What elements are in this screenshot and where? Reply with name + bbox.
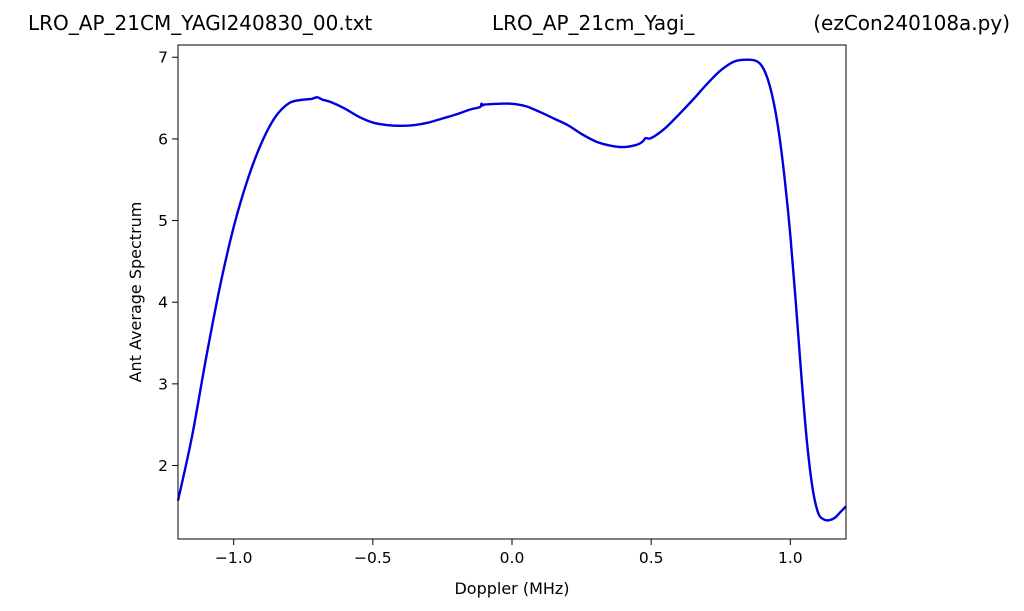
y-tick-label: 7 — [158, 49, 168, 67]
y-tick-label: 5 — [158, 212, 168, 230]
x-axis-ticks: −1.0 −0.5 0.0 0.5 1.0 — [215, 539, 803, 567]
chart-title-right: (ezCon240108a.py) — [813, 11, 1010, 35]
y-axis-label: Ant Average Spectrum — [126, 202, 145, 383]
chart-title-center: LRO_AP_21cm_Yagi_ — [492, 11, 695, 35]
y-axis-ticks: 2 3 4 5 6 7 — [158, 49, 178, 475]
plot-frame — [177, 44, 847, 540]
x-axis-label: Doppler (MHz) — [454, 579, 569, 598]
x-tick-label: −0.5 — [354, 549, 392, 567]
x-tick-label: 1.0 — [778, 549, 803, 567]
y-tick-label: 4 — [158, 294, 168, 312]
x-tick-label: −1.0 — [215, 549, 253, 567]
chart-title-left: LRO_AP_21CM_YAGI240830_00.txt — [28, 11, 372, 35]
x-tick-label: 0.0 — [500, 549, 525, 567]
x-tick-label: 0.5 — [639, 549, 664, 567]
y-tick-label: 2 — [158, 457, 168, 475]
y-tick-label: 3 — [158, 375, 168, 393]
y-tick-label: 6 — [158, 130, 168, 148]
spectrum-series-line — [176, 58, 847, 522]
